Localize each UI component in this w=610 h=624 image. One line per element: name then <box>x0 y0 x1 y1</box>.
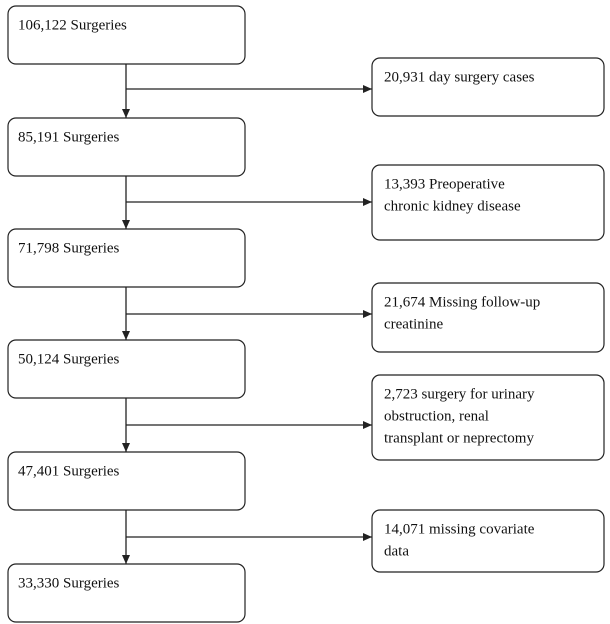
exclusion-label: chronic kidney disease <box>384 198 521 214</box>
exclusion-label: data <box>384 543 409 559</box>
node-box <box>7 451 246 511</box>
exclusion-label: transplant or neprectomy <box>384 430 534 446</box>
exclusion-label: creatinine <box>384 316 443 332</box>
node-box <box>7 5 246 65</box>
exclusion-box <box>371 282 605 353</box>
exclusion-box <box>371 374 605 461</box>
exclusion-box <box>371 509 605 573</box>
exclusion-label: 21,674 Missing follow-up <box>384 294 540 310</box>
exclusion-label: 13,393 Preoperative <box>384 176 505 192</box>
node-label: 85,191 Surgeries <box>18 129 120 145</box>
node-label: 50,124 Surgeries <box>18 351 120 367</box>
exclusion-label: 2,723 surgery for urinary <box>384 386 535 402</box>
exclusion-label: obstruction, renal <box>384 408 489 424</box>
exclusion-box <box>371 57 605 117</box>
exclusion-label: 20,931 day surgery cases <box>384 69 535 85</box>
node-label: 33,330 Surgeries <box>18 575 120 591</box>
exclusion-box <box>371 164 605 241</box>
node-box <box>7 228 246 288</box>
node-label: 106,122 Surgeries <box>18 17 127 33</box>
node-label: 71,798 Surgeries <box>18 240 120 256</box>
node-box <box>7 117 246 177</box>
node-box <box>7 563 246 623</box>
node-label: 47,401 Surgeries <box>18 463 120 479</box>
exclusion-label: 14,071 missing covariate <box>384 521 535 537</box>
node-box <box>7 339 246 399</box>
